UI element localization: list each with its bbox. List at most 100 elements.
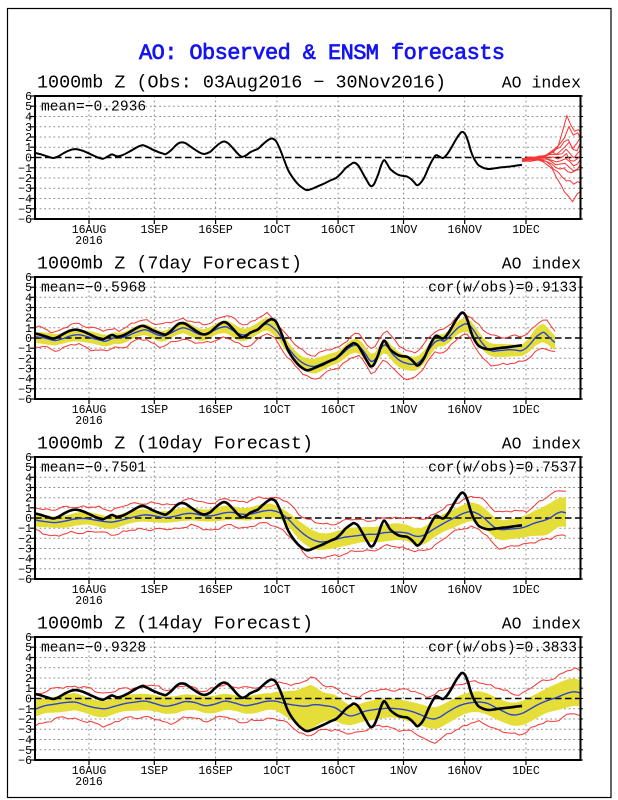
svg-text:1SEP: 1SEP <box>140 224 168 237</box>
svg-text:6: 6 <box>25 91 32 104</box>
svg-text:2: 2 <box>25 493 32 506</box>
svg-text:16OCT: 16OCT <box>321 765 356 778</box>
svg-text:16NOV: 16NOV <box>447 224 482 237</box>
svg-text:3: 3 <box>25 663 32 676</box>
svg-text:1NOV: 1NOV <box>390 404 418 417</box>
svg-text:2: 2 <box>25 313 32 326</box>
svg-text:1OCT: 1OCT <box>263 584 291 597</box>
svg-text:16OCT: 16OCT <box>321 584 356 597</box>
svg-text:cor(w/obs)=0.7537: cor(w/obs)=0.7537 <box>428 461 577 477</box>
svg-text:6: 6 <box>25 452 32 465</box>
svg-text:AO index: AO index <box>502 435 581 454</box>
svg-text:16OCT: 16OCT <box>321 404 356 417</box>
svg-text:1000mb Z (Obs: 03Aug2016 − 30N: 1000mb Z (Obs: 03Aug2016 − 30Nov2016) <box>37 73 446 94</box>
svg-text:16NOV: 16NOV <box>447 404 482 417</box>
svg-text:1000mb Z (14day Forecast): 1000mb Z (14day Forecast) <box>37 614 313 635</box>
svg-text:16SEP: 16SEP <box>198 584 233 597</box>
svg-text:−2: −2 <box>18 173 32 186</box>
svg-text:AO index: AO index <box>502 74 581 93</box>
svg-text:mean=−0.2936: mean=−0.2936 <box>41 100 146 116</box>
svg-text:−1: −1 <box>18 523 32 536</box>
svg-text:−5: −5 <box>18 384 32 397</box>
svg-text:mean=−0.7501: mean=−0.7501 <box>41 461 146 477</box>
svg-text:16AUG: 16AUG <box>72 404 107 417</box>
svg-text:0: 0 <box>25 513 32 526</box>
svg-text:−5: −5 <box>18 564 32 577</box>
svg-text:1SEP: 1SEP <box>140 765 168 778</box>
svg-text:0: 0 <box>25 333 32 346</box>
svg-text:−5: −5 <box>18 204 32 217</box>
svg-text:AO index: AO index <box>502 255 581 274</box>
svg-text:16SEP: 16SEP <box>198 765 233 778</box>
svg-text:5: 5 <box>25 642 32 655</box>
svg-text:1DEC: 1DEC <box>512 404 540 417</box>
svg-text:0: 0 <box>25 694 32 707</box>
svg-text:mean=−0.5968: mean=−0.5968 <box>41 281 146 297</box>
svg-text:3: 3 <box>25 122 32 135</box>
svg-text:3: 3 <box>25 483 32 496</box>
svg-text:16AUG: 16AUG <box>72 224 107 237</box>
svg-text:−2: −2 <box>18 714 32 727</box>
svg-text:−4: −4 <box>18 374 32 387</box>
svg-text:2016: 2016 <box>75 595 103 608</box>
svg-text:−2: −2 <box>18 533 32 546</box>
svg-text:2016: 2016 <box>75 776 103 789</box>
svg-text:−6: −6 <box>18 214 32 227</box>
svg-text:1: 1 <box>25 323 32 336</box>
svg-text:1000mb Z (10day Forecast): 1000mb Z (10day Forecast) <box>37 434 313 455</box>
svg-text:2016: 2016 <box>75 415 103 428</box>
svg-text:4: 4 <box>25 112 32 125</box>
svg-text:−3: −3 <box>18 364 32 377</box>
svg-text:−4: −4 <box>18 554 32 567</box>
svg-text:−4: −4 <box>18 194 32 207</box>
svg-text:6: 6 <box>25 632 32 645</box>
svg-text:16OCT: 16OCT <box>321 224 356 237</box>
svg-text:cor(w/obs)=0.3833: cor(w/obs)=0.3833 <box>428 641 577 657</box>
svg-text:4: 4 <box>25 653 32 666</box>
svg-text:mean=−0.9328: mean=−0.9328 <box>41 641 146 657</box>
svg-text:2016: 2016 <box>75 235 103 248</box>
svg-text:1DEC: 1DEC <box>512 224 540 237</box>
svg-text:−3: −3 <box>18 544 32 557</box>
svg-text:5: 5 <box>25 101 32 114</box>
svg-text:16NOV: 16NOV <box>447 584 482 597</box>
svg-text:1NOV: 1NOV <box>390 765 418 778</box>
svg-text:−6: −6 <box>18 574 32 587</box>
svg-text:1OCT: 1OCT <box>263 404 291 417</box>
svg-text:5: 5 <box>25 282 32 295</box>
svg-text:−1: −1 <box>18 163 32 176</box>
svg-text:1NOV: 1NOV <box>390 224 418 237</box>
svg-text:AO index: AO index <box>502 615 581 634</box>
svg-text:16AUG: 16AUG <box>72 765 107 778</box>
svg-text:1: 1 <box>25 142 32 155</box>
svg-text:2: 2 <box>25 673 32 686</box>
svg-text:−4: −4 <box>18 735 32 748</box>
svg-text:16NOV: 16NOV <box>447 765 482 778</box>
svg-text:1OCT: 1OCT <box>263 765 291 778</box>
svg-text:6: 6 <box>25 272 32 285</box>
svg-text:−6: −6 <box>18 394 32 407</box>
svg-text:−1: −1 <box>18 704 32 717</box>
svg-text:1DEC: 1DEC <box>512 765 540 778</box>
svg-text:3: 3 <box>25 303 32 316</box>
svg-text:−1: −1 <box>18 343 32 356</box>
svg-text:5: 5 <box>25 462 32 475</box>
svg-text:0: 0 <box>25 153 32 166</box>
svg-text:1DEC: 1DEC <box>512 584 540 597</box>
svg-text:−3: −3 <box>18 724 32 737</box>
svg-text:−6: −6 <box>18 755 32 768</box>
svg-text:1SEP: 1SEP <box>140 404 168 417</box>
svg-text:−3: −3 <box>18 183 32 196</box>
svg-text:1: 1 <box>25 503 32 516</box>
svg-text:−2: −2 <box>18 353 32 366</box>
svg-text:16AUG: 16AUG <box>72 584 107 597</box>
svg-text:4: 4 <box>25 472 32 485</box>
svg-text:−5: −5 <box>18 745 32 758</box>
svg-text:1000mb Z (7day Forecast): 1000mb Z (7day Forecast) <box>37 254 302 275</box>
svg-text:AO: Observed & ENSM forecasts: AO: Observed & ENSM forecasts <box>139 41 505 66</box>
svg-text:16SEP: 16SEP <box>198 224 233 237</box>
svg-text:4: 4 <box>25 292 32 305</box>
svg-text:1OCT: 1OCT <box>263 224 291 237</box>
svg-text:1: 1 <box>25 683 32 696</box>
svg-text:1NOV: 1NOV <box>390 584 418 597</box>
